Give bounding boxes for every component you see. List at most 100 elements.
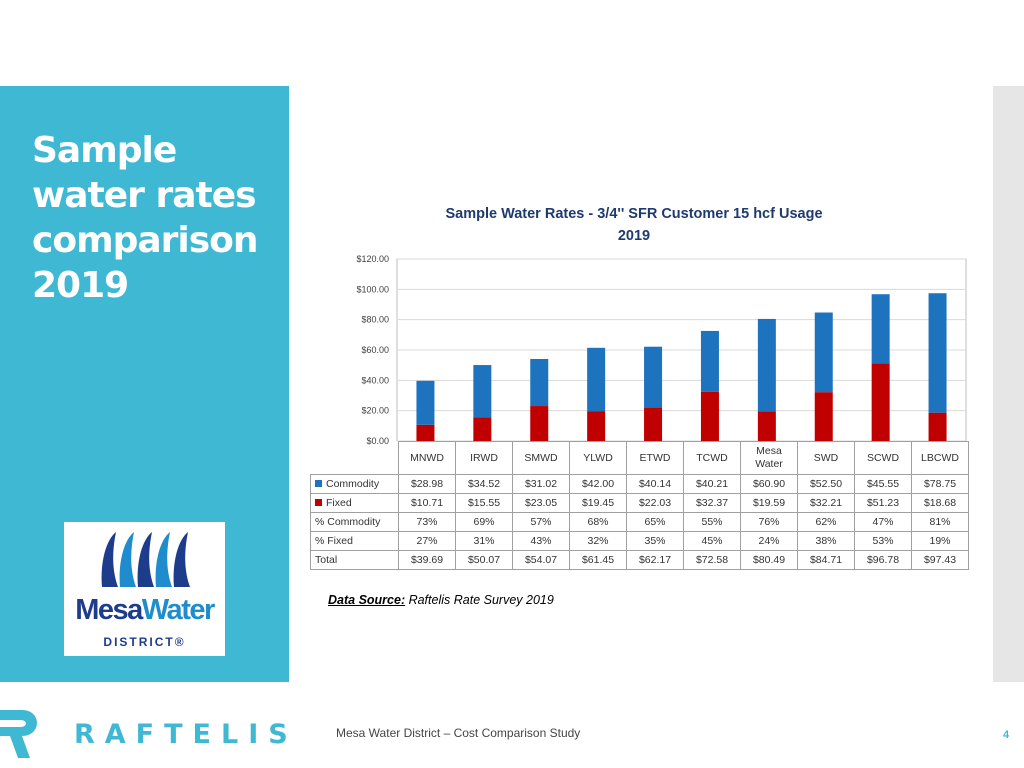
chart-subtitle-text: 2019 [617,228,651,244]
bar-commodity [587,347,606,412]
table-cell: $78.75 [911,474,969,494]
logo-district: DISTRICT® [103,635,186,649]
table-cell: $18.68 [911,493,969,513]
y-tick-label: $20.00 [361,406,389,416]
table-cell: 55% [683,512,741,532]
table-cell: 32% [569,531,627,551]
table-header-row: MNWD IRWD SMWD YLWD ETWD TCWD Mesa Water… [311,441,969,475]
y-tick-label: $0.00 [366,436,389,446]
table-cell: 35% [626,531,684,551]
y-tick-label: $40.00 [361,375,389,385]
table-row-fixed: Fixed $10.71 $15.55 $23.05 $19.45 $22.03… [310,493,969,513]
table-cell: $51.23 [854,493,912,513]
table-cell: 19% [911,531,969,551]
table-cell: 47% [854,512,912,532]
table-cell: $60.90 [740,474,798,494]
bar-commodity [473,365,492,418]
table-cell: $15.55 [455,493,513,513]
bar-commodity [871,294,890,364]
table-cell: 62% [797,512,855,532]
table-cell: $32.21 [797,493,855,513]
table-cell: $34.52 [455,474,513,494]
table-cell: $19.59 [740,493,798,513]
data-table: MNWD IRWD SMWD YLWD ETWD TCWD Mesa Water… [310,441,969,570]
table-cell: 81% [911,512,969,532]
table-cell: $23.05 [512,493,570,513]
table-cell: $39.69 [398,550,456,570]
footer-text: Mesa Water District – Cost Comparison St… [336,726,581,740]
table-cell: 68% [569,512,627,532]
table-cell: 45% [683,531,741,551]
slide-title-line: comparison [32,220,259,261]
category-label: IRWD [455,441,513,475]
bar-commodity [416,380,435,425]
table-cell: 76% [740,512,798,532]
table-cell: $45.55 [854,474,912,494]
table-cell: $50.07 [455,550,513,570]
row-label: Total [310,550,399,570]
category-label: ETWD [626,441,684,475]
row-label: % Fixed [310,531,399,551]
table-cell: 73% [398,512,456,532]
table-cell: $80.49 [740,550,798,570]
bar-fixed [416,424,435,441]
bar-commodity [530,358,549,407]
table-cell: $62.17 [626,550,684,570]
logo-wordmark: MesaWater [75,594,215,626]
category-label: TCWD [683,441,741,475]
category-label: LBCWD [911,441,969,475]
data-source-note: Data Source: Raftelis Rate Survey 2019 [328,593,554,607]
legend-fixed: Fixed [310,493,399,513]
table-cell: $97.43 [911,550,969,570]
table-cell: 24% [740,531,798,551]
side-strip [993,86,1024,682]
commodity-swatch [315,480,322,487]
chart-title: Sample Water Rates - 3/4'' SFR Customer … [400,203,868,247]
table-cell: 31% [455,531,513,551]
table-cell: $40.21 [683,474,741,494]
slide-title-line: 2019 [32,265,129,306]
bar-commodity [700,330,719,392]
bar-fixed [928,412,947,441]
table-cell: 65% [626,512,684,532]
y-tick-label: $120.00 [356,254,389,264]
slide-title: Sample water rates comparison 2019 [32,128,282,308]
row-label: % Commodity [310,512,399,532]
table-cell: 38% [797,531,855,551]
table-cell: $19.45 [569,493,627,513]
bar-fixed [530,406,549,441]
chart-title-text: Sample Water Rates - 3/4'' SFR Customer … [445,206,823,222]
category-label: MNWD [398,441,456,475]
table-corner [311,442,399,475]
bar-fixed [871,363,890,441]
table-cell: $32.37 [683,493,741,513]
table-cell: $40.14 [626,474,684,494]
bar-fixed [700,391,719,441]
category-label: YLWD [569,441,627,475]
slide-title-line: water rates [32,175,257,216]
bar-commodity [814,312,833,393]
table-cell: $22.03 [626,493,684,513]
mesa-water-logo: MesaWater DISTRICT® [64,522,225,656]
table-cell: 43% [512,531,570,551]
category-label: SWD [797,441,855,475]
slide-title-line: Sample [32,130,177,171]
table-cell: 27% [398,531,456,551]
table-cell: $31.02 [512,474,570,494]
table-row-pct-commodity: % Commodity 73% 69% 57% 68% 65% 55% 76% … [310,512,969,532]
table-cell: $72.58 [683,550,741,570]
bar-fixed [587,411,606,441]
water-waves-icon [101,532,190,587]
data-source-label: Data Source: [328,593,406,607]
table-row-total: Total $39.69 $50.07 $54.07 $61.45 $62.17… [310,550,969,570]
category-label: SCWD [854,441,912,475]
table-cell: 69% [455,512,513,532]
data-source-text: Raftelis Rate Survey 2019 [405,593,554,607]
table-cell: $10.71 [398,493,456,513]
y-tick-label: $80.00 [361,315,389,325]
category-label: Mesa Water [740,441,798,475]
table-row-commodity: Commodity $28.98 $34.52 $31.02 $42.00 $4… [310,474,969,494]
bar-commodity [928,293,947,413]
table-cell: $84.71 [797,550,855,570]
